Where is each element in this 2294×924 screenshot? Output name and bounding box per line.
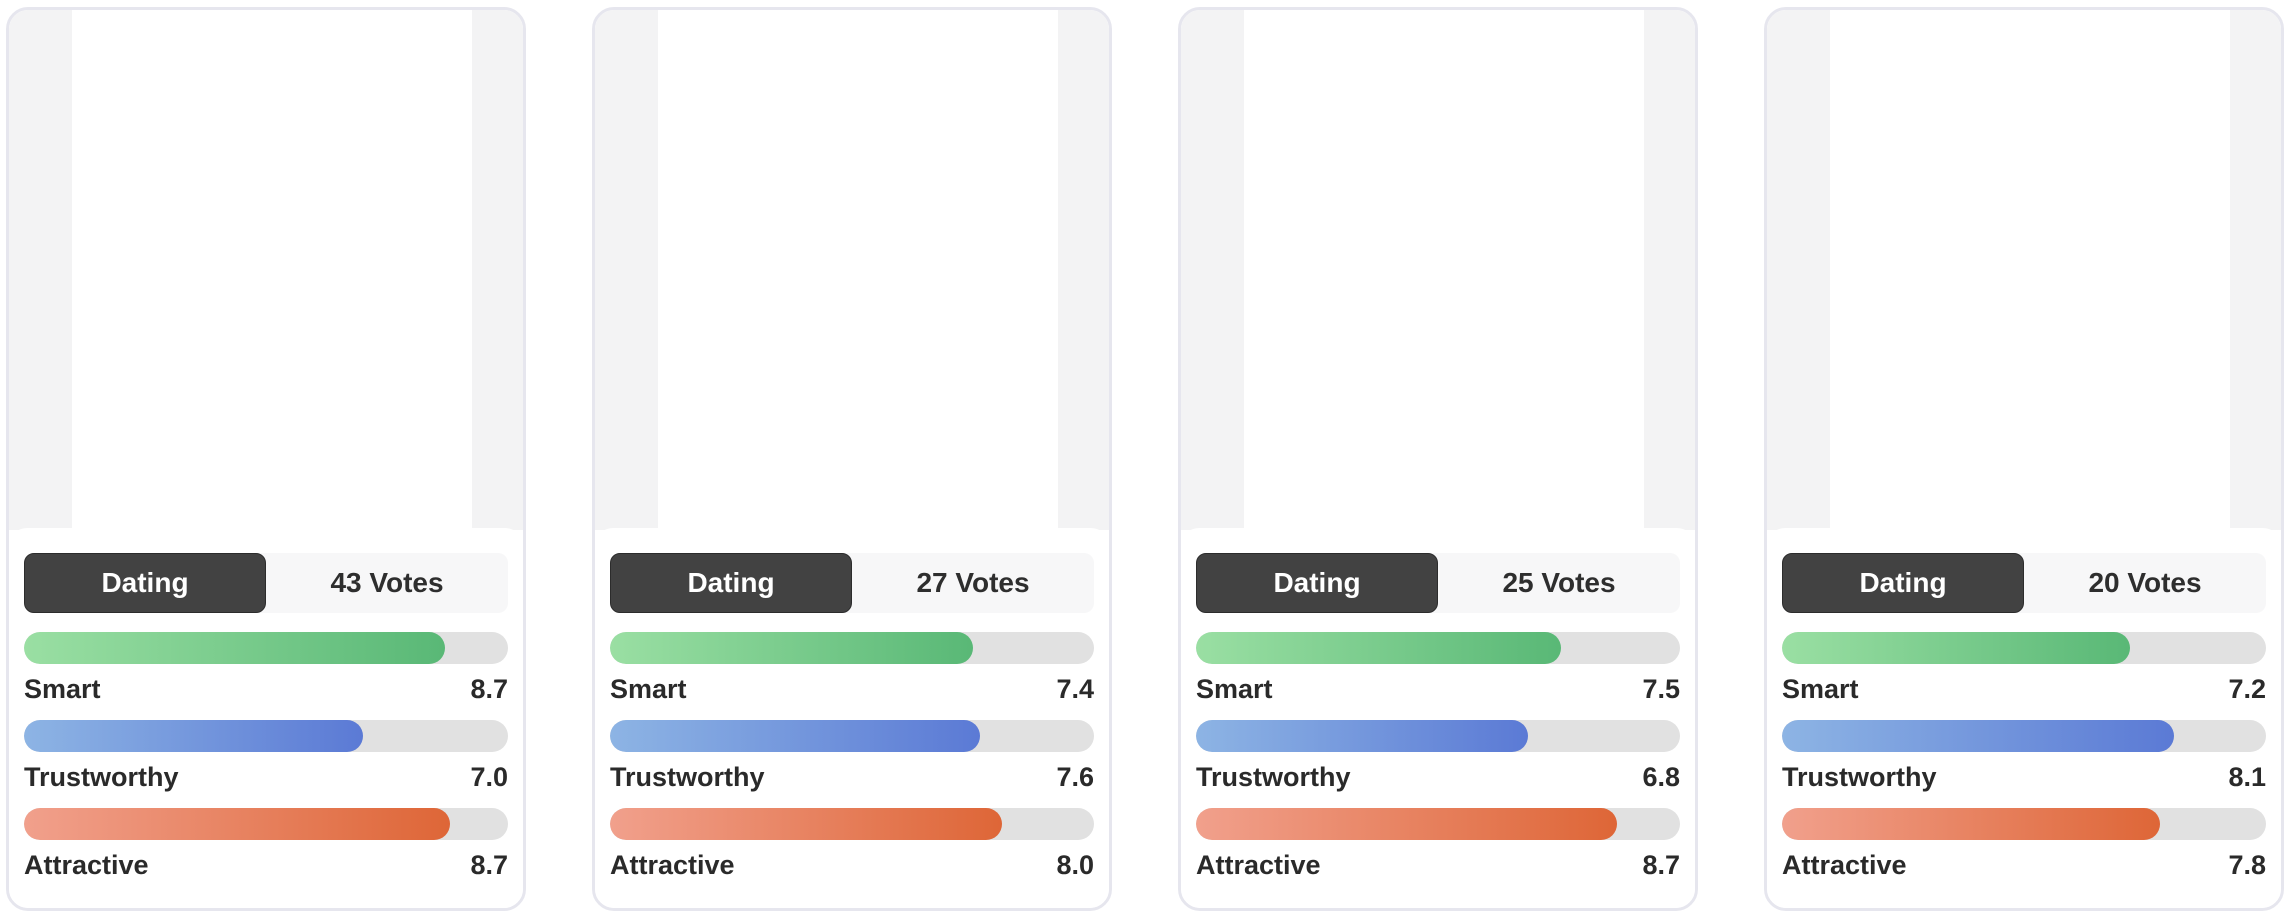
metric-attractive: Attractive 8.0 (610, 808, 1094, 886)
category-tabs: Dating 20 Votes (1782, 553, 2266, 613)
metric-label: Attractive (610, 850, 735, 880)
metric-value: 7.5 (1642, 674, 1680, 704)
rating-panel: Dating 43 Votes Smart 8.7 Trustworthy 7.… (9, 528, 523, 908)
votes-count: 25 Votes (1502, 567, 1616, 598)
metric-smart: Smart 7.4 (610, 632, 1094, 710)
metric-trustworthy: Trustworthy 8.1 (1782, 720, 2266, 798)
trustworthy-bar (1782, 720, 2266, 752)
profile-photo[interactable] (595, 10, 1109, 530)
trustworthy-bar (610, 720, 1094, 752)
metric-attractive: Attractive 8.7 (1196, 808, 1680, 886)
metric-label: Trustworthy (610, 762, 765, 792)
metric-value: 8.7 (1642, 850, 1680, 880)
smart-bar-fill (610, 632, 973, 664)
votes-count: 20 Votes (2088, 567, 2202, 598)
metric-label: Smart (1782, 674, 1859, 704)
metric-attractive: Attractive 7.8 (1782, 808, 2266, 886)
metric-value: 6.8 (1642, 762, 1680, 792)
attractive-bar (1196, 808, 1680, 840)
trustworthy-bar-fill (1782, 720, 2175, 752)
tab-dating[interactable]: Dating (1782, 553, 2024, 613)
metric-smart: Smart 7.2 (1782, 632, 2266, 710)
rating-card[interactable]: Dating 43 Votes Smart 8.7 Trustworthy 7.… (6, 7, 526, 911)
metric-label: Trustworthy (1196, 762, 1351, 792)
metric-label: Smart (24, 674, 101, 704)
tab-dating[interactable]: Dating (1196, 553, 1438, 613)
rating-card[interactable]: Dating 20 Votes Smart 7.2 Trustworthy 8.… (1764, 7, 2284, 911)
metric-attractive: Attractive 8.7 (24, 808, 508, 886)
metric-value: 8.7 (470, 850, 508, 880)
profile-photo-image (72, 10, 472, 530)
smart-bar (24, 632, 508, 664)
metric-value: 7.4 (1056, 674, 1094, 704)
profile-photo-image (658, 10, 1058, 530)
metric-label: Attractive (1196, 850, 1321, 880)
profile-photo-image (1830, 10, 2230, 530)
metric-smart: Smart 8.7 (24, 632, 508, 710)
smart-bar-fill (1782, 632, 2131, 664)
metric-value: 7.6 (1056, 762, 1094, 792)
trustworthy-bar-fill (1196, 720, 1528, 752)
rating-panel: Dating 25 Votes Smart 7.5 Trustworthy 6.… (1181, 528, 1695, 908)
metric-label: Trustworthy (1782, 762, 1937, 792)
metric-label: Trustworthy (24, 762, 179, 792)
smart-bar (610, 632, 1094, 664)
rating-card[interactable]: Dating 27 Votes Smart 7.4 Trustworthy 7.… (592, 7, 1112, 911)
trustworthy-bar-fill (610, 720, 981, 752)
metric-label: Attractive (24, 850, 149, 880)
metric-smart: Smart 7.5 (1196, 632, 1680, 710)
metric-value: 7.8 (2228, 850, 2266, 880)
metric-label: Attractive (1782, 850, 1907, 880)
trustworthy-bar (1196, 720, 1680, 752)
attractive-bar (1782, 808, 2266, 840)
rating-card[interactable]: Dating 25 Votes Smart 7.5 Trustworthy 6.… (1178, 7, 1698, 911)
attractive-bar-fill (1782, 808, 2160, 840)
smart-bar (1196, 632, 1680, 664)
attractive-bar-fill (610, 808, 1003, 840)
metric-value: 8.7 (470, 674, 508, 704)
category-tabs: Dating 43 Votes (24, 553, 508, 613)
attractive-bar-fill (1196, 808, 1618, 840)
attractive-bar (24, 808, 508, 840)
metric-trustworthy: Trustworthy 7.6 (610, 720, 1094, 798)
metric-value: 8.0 (1056, 850, 1094, 880)
rating-panel: Dating 20 Votes Smart 7.2 Trustworthy 8.… (1767, 528, 2281, 908)
profile-photo[interactable] (1767, 10, 2281, 530)
smart-bar-fill (24, 632, 446, 664)
rating-panel: Dating 27 Votes Smart 7.4 Trustworthy 7.… (595, 528, 1109, 908)
attractive-bar (610, 808, 1094, 840)
trustworthy-bar-fill (24, 720, 363, 752)
category-tabs: Dating 27 Votes (610, 553, 1094, 613)
smart-bar-fill (1196, 632, 1562, 664)
metric-value: 7.0 (470, 762, 508, 792)
tab-dating[interactable]: Dating (24, 553, 266, 613)
profile-photo-image (1244, 10, 1644, 530)
attractive-bar-fill (24, 808, 450, 840)
metric-value: 8.1 (2228, 762, 2266, 792)
trustworthy-bar (24, 720, 508, 752)
category-tabs: Dating 25 Votes (1196, 553, 1680, 613)
tab-dating[interactable]: Dating (610, 553, 852, 613)
metric-trustworthy: Trustworthy 6.8 (1196, 720, 1680, 798)
metric-value: 7.2 (2228, 674, 2266, 704)
profile-photo[interactable] (1181, 10, 1695, 530)
votes-count: 27 Votes (916, 567, 1030, 598)
metric-label: Smart (1196, 674, 1273, 704)
smart-bar (1782, 632, 2266, 664)
profile-photo[interactable] (9, 10, 523, 530)
metric-trustworthy: Trustworthy 7.0 (24, 720, 508, 798)
votes-count: 43 Votes (330, 567, 444, 598)
metric-label: Smart (610, 674, 687, 704)
